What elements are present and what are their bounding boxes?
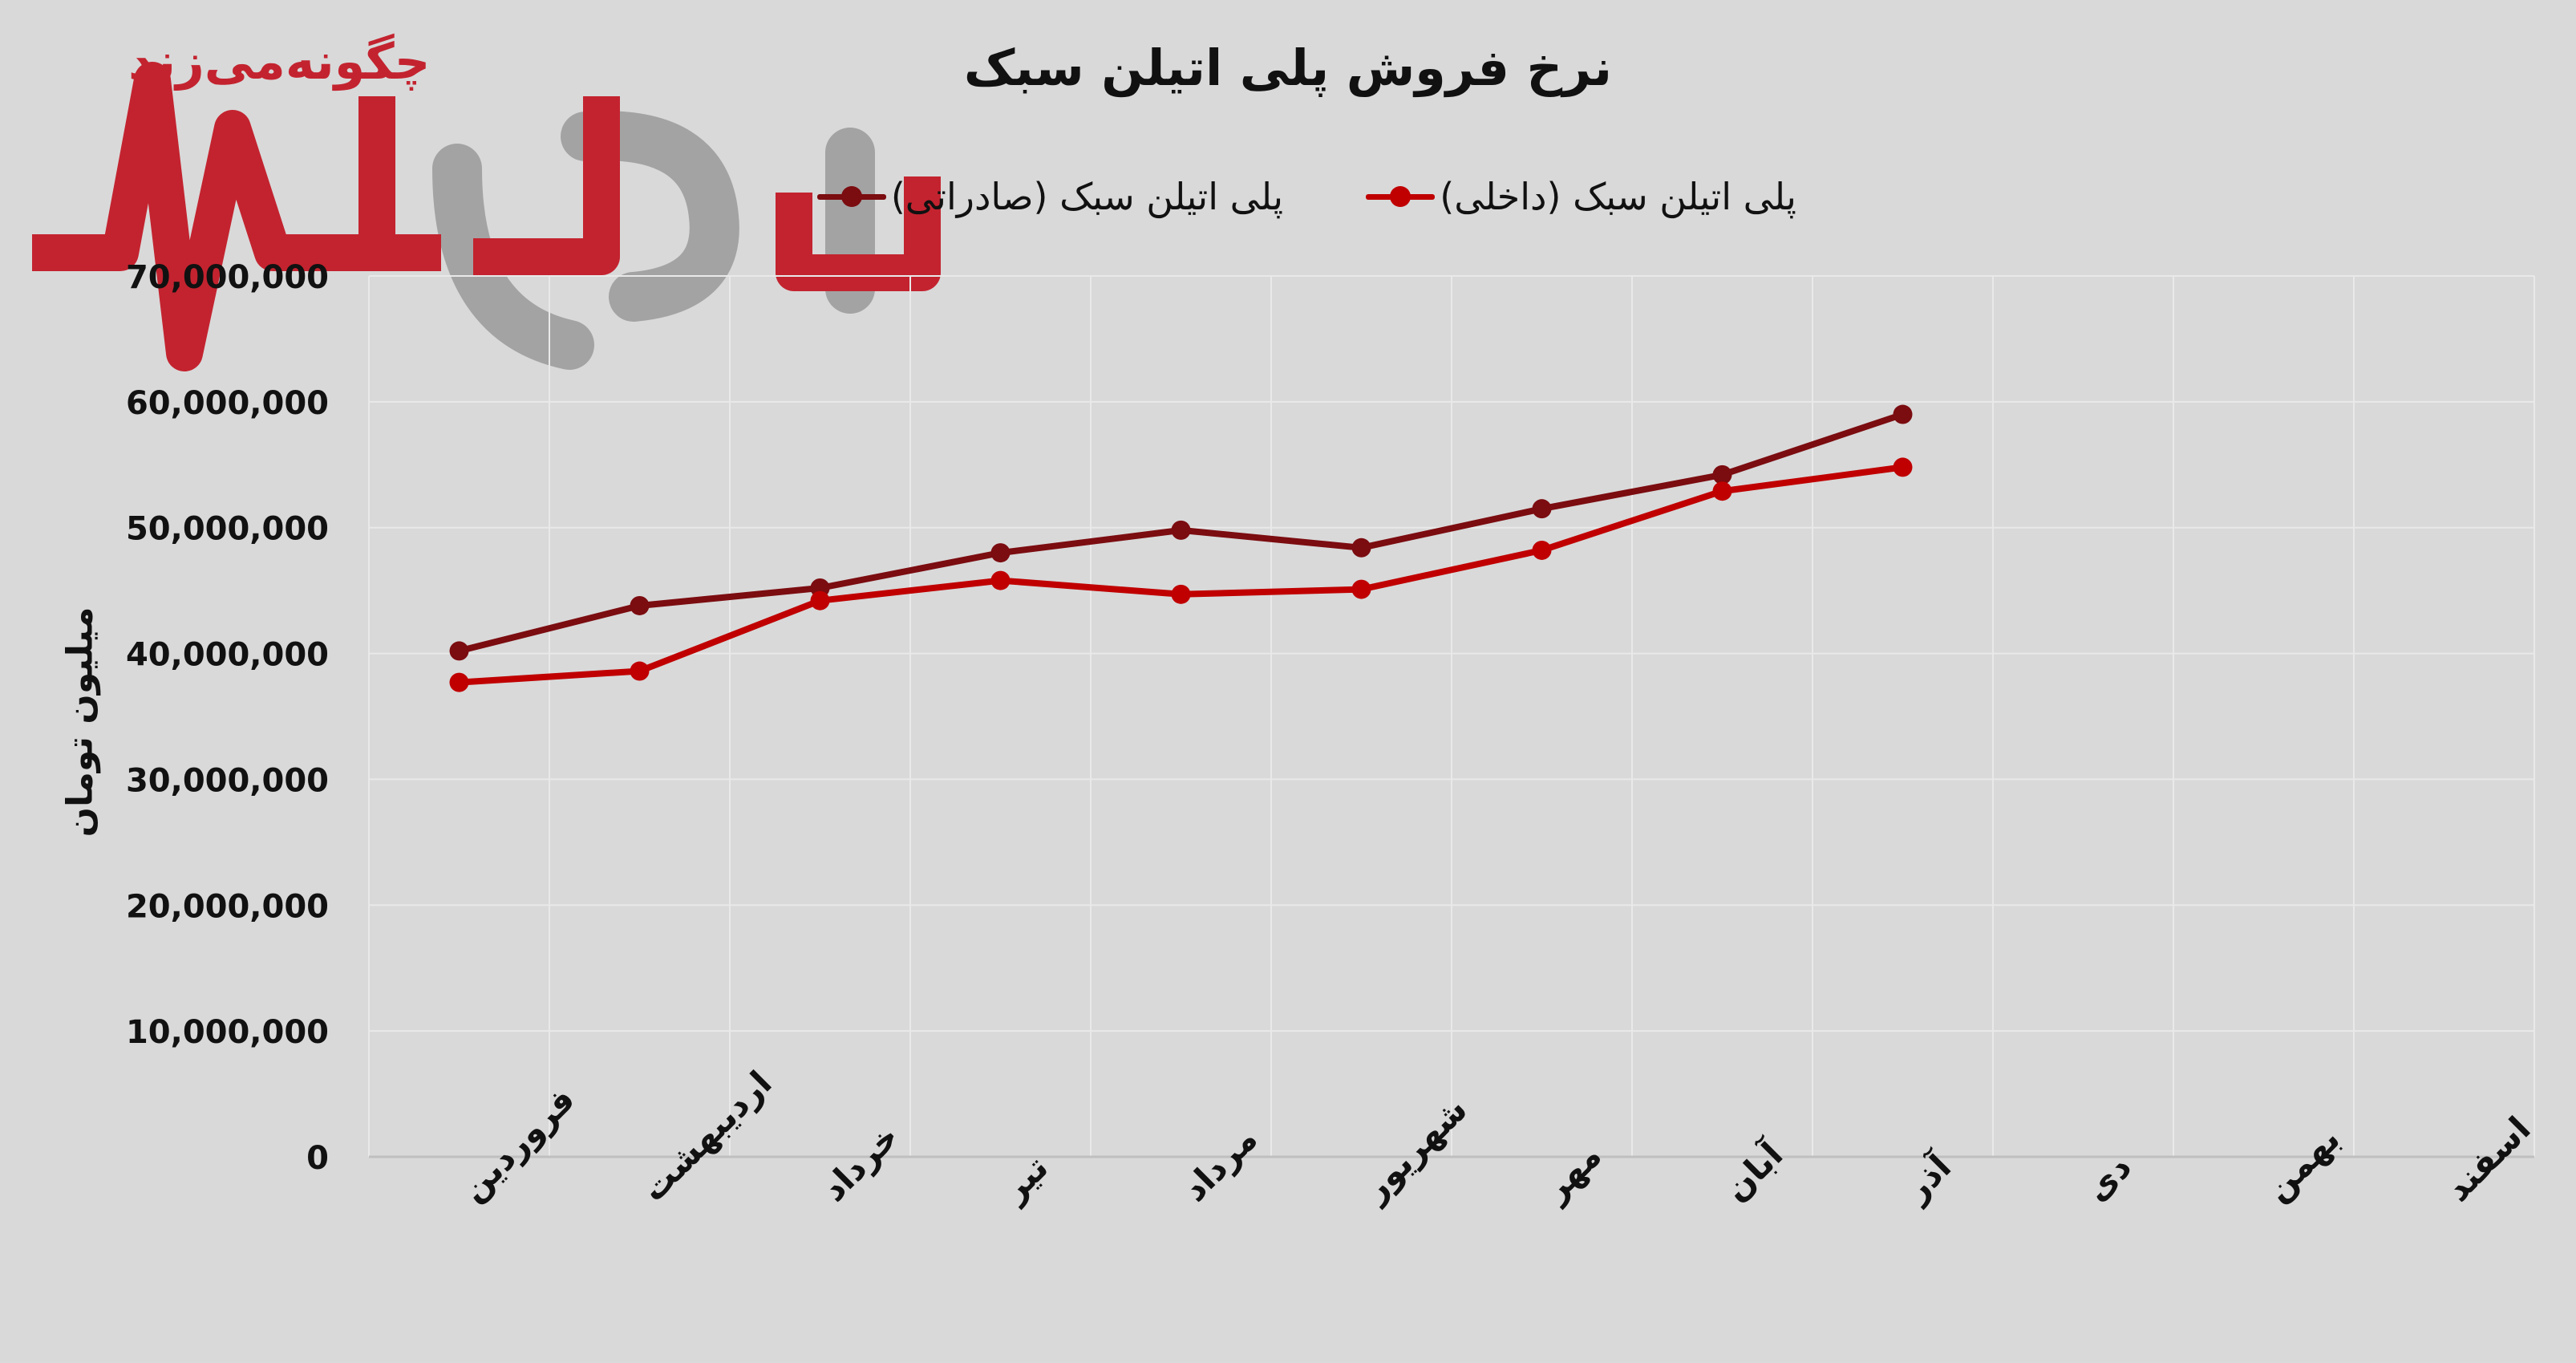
data-point-export [1532, 499, 1552, 519]
x-tick-label: خرداد [814, 1117, 907, 1210]
legend-label-export: پلی اتیلن سبک (صادراتی) [890, 175, 1283, 218]
data-point-domestic [990, 570, 1011, 590]
data-point-export [1171, 520, 1191, 540]
data-point-domestic [1532, 540, 1552, 560]
data-point-export [990, 543, 1011, 563]
data-point-domestic [1171, 584, 1191, 604]
y-tick-label: 60,000,000 [126, 385, 329, 422]
data-point-export [1712, 464, 1732, 485]
data-point-domestic [449, 672, 469, 692]
data-point-domestic [1351, 579, 1371, 599]
watermark-logo-graphic [32, 62, 941, 371]
watermark-logo: چگونه‌می‌زند [24, 32, 970, 385]
data-point-domestic [1712, 481, 1732, 501]
legend: پلی اتیلن سبک (داخلی) پلی اتیلن سبک (صاد… [802, 160, 1796, 233]
x-tick-label: فروردین [453, 1080, 583, 1210]
y-tick-label: 10,000,000 [126, 1014, 329, 1051]
legend-marker-export [840, 186, 862, 207]
series-line-domestic [456, 464, 1906, 686]
data-point-domestic [810, 590, 830, 611]
data-point-export [630, 595, 650, 615]
data-point-domestic [1893, 457, 1913, 477]
watermark-tagline: چگونه‌می‌زند [128, 32, 431, 91]
legend-item-export: پلی اتیلن سبک (صادراتی) [816, 160, 1283, 233]
y-tick-label: 30,000,000 [126, 762, 329, 799]
x-tick-label: بهمن [2258, 1119, 2348, 1210]
legend-swatch-export [816, 160, 888, 233]
watermark-red-mark [32, 62, 941, 371]
y-tick-label: 50,000,000 [126, 511, 329, 548]
x-tick-label: آذر [1895, 1146, 1959, 1210]
y-tick-label: 0 [306, 1140, 329, 1177]
data-point-export [1351, 537, 1371, 558]
x-tick-label: اردیبهشت [634, 1063, 780, 1209]
y-tick-label: 70,000,000 [126, 259, 329, 296]
x-tick-label: آبان [1715, 1134, 1791, 1209]
legend-swatch-domestic [1364, 160, 1436, 233]
data-point-export [449, 641, 469, 661]
y-axis-label: میلیون تومان [59, 606, 101, 838]
y-tick-label: 40,000,000 [126, 637, 329, 674]
data-point-export [1893, 404, 1913, 424]
chart-title: نرخ فروش پلی اتیلن سبک [963, 39, 1613, 97]
legend-marker-domestic [1390, 186, 1412, 207]
legend-label-domestic: پلی اتیلن سبک (داخلی) [1440, 175, 1796, 218]
legend-item-domestic: پلی اتیلن سبک (داخلی) [1364, 160, 1796, 233]
x-tick-label: مهر [1535, 1136, 1610, 1211]
x-tick-label: اسفند [2438, 1109, 2538, 1209]
y-tick-label: 20,000,000 [126, 888, 329, 925]
x-tick-label: شهریور [1355, 1089, 1476, 1211]
x-tick-label: مرداد [1175, 1119, 1266, 1210]
data-point-domestic [630, 661, 650, 681]
